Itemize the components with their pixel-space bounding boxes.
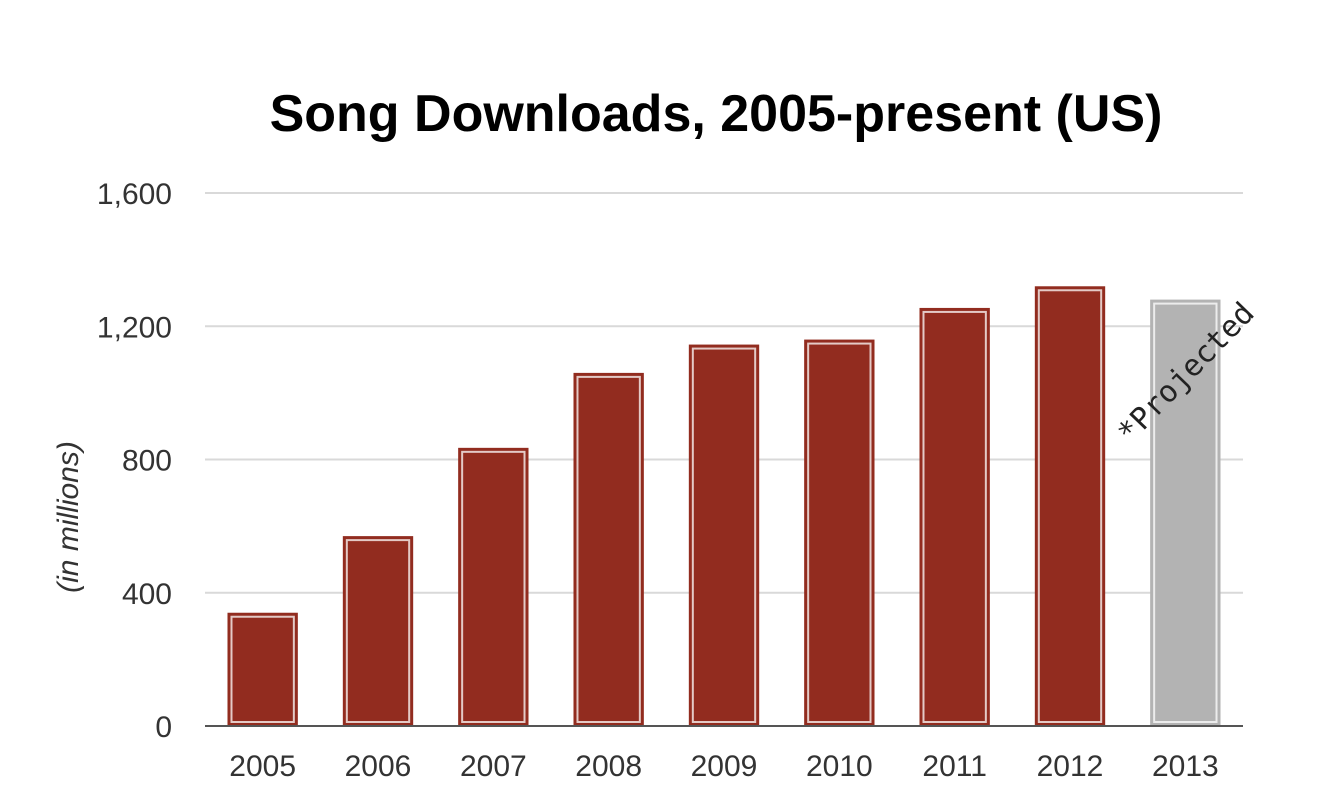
x-axis-ticks: 2005 2006 2007 2008 2009 2010 2011 2012 2013 (229, 750, 1218, 783)
bar-fill (1150, 299, 1221, 726)
y-tick-label: 1,600 (97, 178, 172, 211)
bar-fill (573, 372, 644, 726)
x-tick-label: 2006 (345, 750, 412, 783)
bar-inner-border (1037, 289, 1103, 723)
bar-projected (1150, 299, 1221, 726)
x-tick-label: 2010 (806, 750, 873, 783)
bar-fill (919, 307, 990, 726)
y-tick-label: 0 (155, 711, 172, 744)
x-tick-label: 2012 (1037, 750, 1104, 783)
chart-title: Song Downloads, 2005-present (US) (270, 85, 1163, 143)
y-tick-label: 400 (122, 578, 172, 611)
y-tick-label: 800 (122, 445, 172, 478)
bar-inner-border (922, 310, 987, 723)
bar-inner-border (807, 342, 872, 723)
bar-fill (227, 612, 298, 726)
x-tick-label: 2009 (691, 750, 758, 783)
bar (919, 307, 990, 726)
bar-fill (458, 447, 529, 726)
y-tick-label: 1,200 (97, 311, 172, 344)
bar-inner-border (345, 539, 411, 724)
y-axis-ticks: 0 400 800 1,200 1,600 (97, 178, 172, 744)
x-tick-label: 2008 (575, 750, 642, 783)
bar (1034, 286, 1106, 726)
bar-inner-border (576, 375, 641, 723)
bar-fill (1034, 286, 1106, 726)
bar (573, 372, 644, 726)
bars (227, 286, 1221, 726)
x-tick-label: 2007 (460, 750, 527, 783)
y-axis-label: (in millions) (52, 441, 85, 593)
x-tick-label: 2013 (1152, 750, 1219, 783)
bar-fill (342, 536, 414, 726)
bar (342, 536, 414, 726)
bar-inner-border (230, 615, 295, 723)
x-tick-label: 2005 (229, 750, 296, 783)
bar-inner-border (1153, 302, 1218, 723)
bar (458, 447, 529, 726)
bar (688, 344, 760, 726)
bar-fill (688, 344, 760, 726)
bar (227, 612, 298, 726)
bar-inner-border (691, 347, 757, 723)
x-tick-label: 2011 (922, 750, 987, 783)
bar-fill (804, 339, 875, 726)
bar (804, 339, 875, 726)
bar-inner-border (461, 450, 526, 723)
